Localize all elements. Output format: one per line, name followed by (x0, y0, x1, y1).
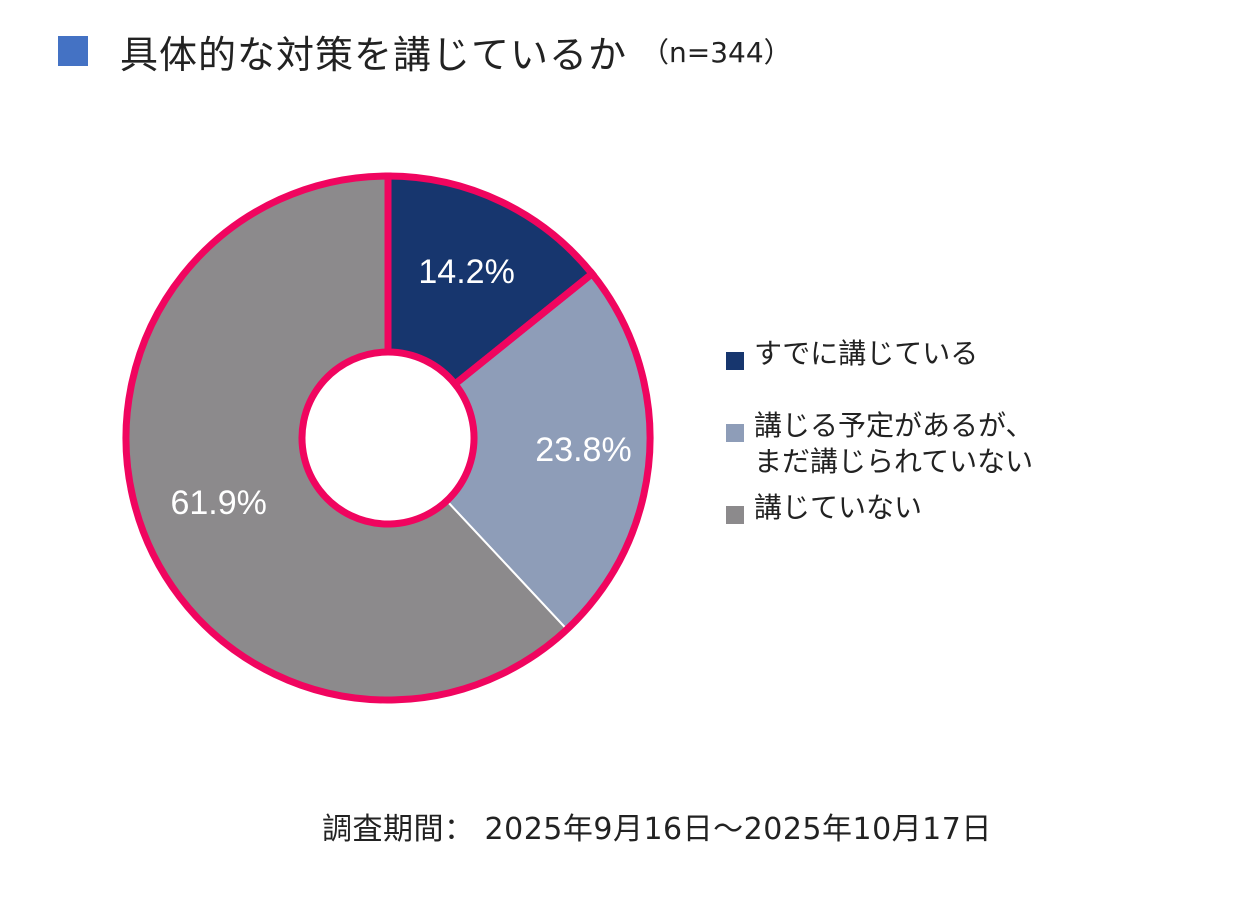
legend-label-planned: 講じる予定があるが、 まだ講じられていない (754, 409, 1034, 478)
highlight-outline-0 (384, 172, 598, 389)
legend-swatch-not (726, 506, 744, 524)
legend-item-planned: 講じる予定があるが、 まだ講じられていない (726, 408, 1126, 480)
legend-swatch-planned (726, 424, 744, 442)
legend-label-not: 講じていない (754, 491, 923, 524)
slice-label-planned: 23.8% (535, 431, 631, 469)
sample-size: （n=344） (641, 36, 792, 69)
survey-period: 調査期間： 2025年9月16日～2025年10月17日 (322, 812, 992, 847)
highlight-outlines (122, 172, 654, 704)
legend-label-already: すでに講じている (754, 337, 979, 370)
legend-swatch-already (726, 352, 744, 370)
legend-item-already: すでに講じている (726, 336, 1126, 372)
slice-labels: 14.2% 23.8% 61.9% (170, 253, 631, 522)
chart-title: 具体的な対策を講じているか (120, 32, 628, 77)
legend-item-not: 講じていない (726, 490, 1126, 526)
chart-title-row: 具体的な対策を講じているか （n=344） (58, 26, 792, 77)
legend: すでに講じている 講じる予定があるが、 まだ講じられていない 講じていない (726, 336, 1126, 526)
highlight-outline-1 (122, 172, 654, 704)
slice-label-not: 61.9% (170, 484, 266, 522)
title-square-marker (58, 36, 88, 66)
slice-label-already: 14.2% (418, 253, 514, 291)
